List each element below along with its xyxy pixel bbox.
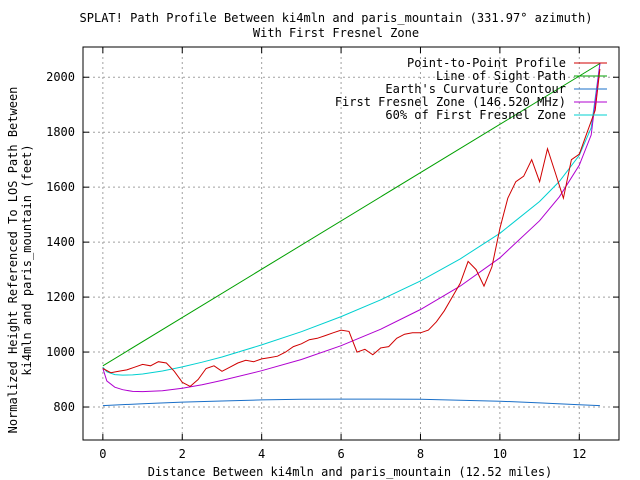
- legend-label-60-of-first-fresnel-zone: 60% of First Fresnel Zone: [385, 108, 566, 122]
- y-tick-label: 2000: [46, 70, 75, 84]
- grid-lines: [83, 47, 619, 440]
- y-tick-label: 1600: [46, 180, 75, 194]
- series-lines: [102, 63, 601, 407]
- plot-frame: [82, 46, 620, 441]
- series-line-of-sight-path-line: [102, 63, 601, 367]
- x-tick-label: 6: [337, 447, 344, 461]
- x-tick-label: 0: [99, 447, 106, 461]
- y-axis-label-line1: Normalized Height Referenced To LOS Path…: [6, 87, 20, 434]
- x-tick-label: 8: [417, 447, 424, 461]
- y-tick-label: 1400: [46, 235, 75, 249]
- x-tick-label: 2: [179, 447, 186, 461]
- series-60-of-first-fresnel-zone-line: [102, 63, 601, 376]
- legend-label-earth-s-curvature-contour: Earth's Curvature Contour: [385, 82, 566, 96]
- y-tick-label: 1000: [46, 345, 75, 359]
- y-tick-label: 1200: [46, 290, 75, 304]
- y-tick-label: 800: [53, 400, 75, 414]
- y-axis-label-line2: ki4mln and paris_mountain (feet): [20, 144, 34, 375]
- x-axis-label: Distance Between ki4mln and paris_mounta…: [148, 465, 553, 479]
- x-tick-label: 10: [493, 447, 507, 461]
- legend-label-point-to-point-profile: Point-to-Point Profile: [407, 56, 566, 70]
- y-tick-label: 1800: [46, 125, 75, 139]
- legend-label-first-fresnel-zone-146-520-mhz: First Fresnel Zone (146.520 MHz): [335, 95, 566, 109]
- series-earth-s-curvature-contour-line: [102, 398, 600, 407]
- legend-label-line-of-sight-path: Line of Sight Path: [436, 69, 566, 83]
- chart-title: SPLAT! Path Profile Between ki4mln and p…: [80, 11, 593, 25]
- axis-ticks: 0 2 4 6 8 10 12 800 1000 1200 1400 1600 1800 2000: [46, 47, 619, 461]
- chart-subtitle: With First Fresnel Zone: [253, 26, 419, 40]
- series-point-to-point-profile-line: [102, 68, 601, 388]
- x-tick-label: 12: [572, 447, 586, 461]
- series-first-fresnel-zone-146-520-mhz-line: [102, 63, 601, 393]
- x-tick-label: 4: [258, 447, 265, 461]
